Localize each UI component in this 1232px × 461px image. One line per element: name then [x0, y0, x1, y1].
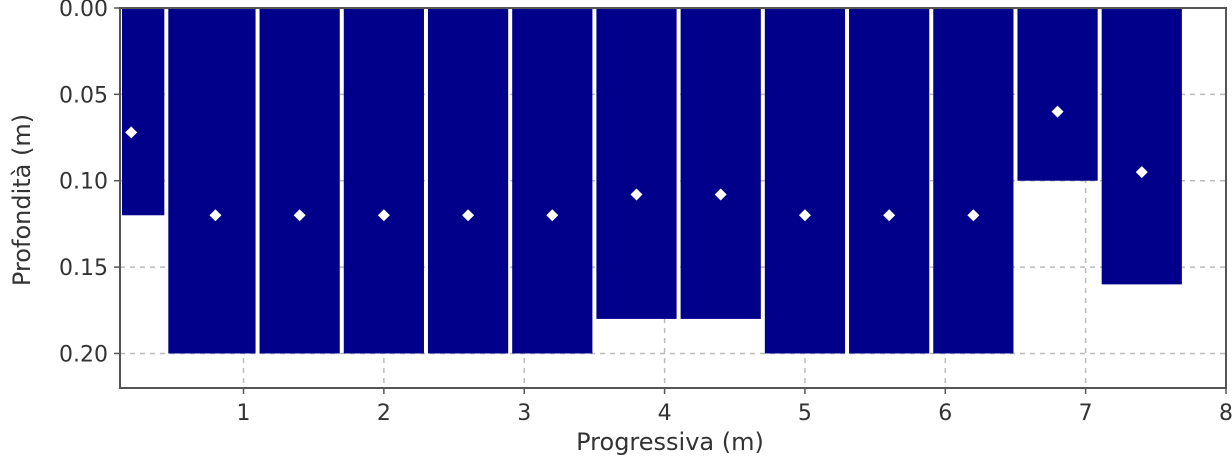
y-tick-label: 0.00 [59, 0, 108, 22]
bar-2 [168, 8, 256, 354]
x-tick-label: 2 [377, 401, 391, 426]
x-tick-label: 1 [237, 401, 251, 426]
x-tick-label: 5 [798, 401, 812, 426]
point-marker-2 [209, 209, 222, 222]
bar-12 [1017, 8, 1098, 181]
x-tick-label: 3 [517, 401, 531, 426]
bar-11 [933, 8, 1014, 354]
point-marker-1 [125, 126, 138, 139]
bar-13 [1101, 8, 1182, 285]
point-marker-11 [967, 209, 980, 222]
x-axis-label: Progressiva (m) [576, 428, 764, 456]
point-marker-3 [293, 209, 306, 222]
x-tick-label: 7 [1079, 401, 1093, 426]
point-marker-5 [462, 209, 475, 222]
bar-7 [596, 8, 677, 319]
bar-4 [343, 8, 424, 354]
bar-8 [680, 8, 761, 319]
point-marker-6 [546, 209, 559, 222]
point-marker-8 [714, 188, 727, 201]
x-tick-label: 6 [938, 401, 952, 426]
point-marker-7 [630, 188, 643, 201]
bar-10 [849, 8, 930, 354]
plot-frame [119, 7, 1227, 389]
y-tick-label: 0.20 [59, 342, 108, 367]
y-axis-ticks: 0.00 0.05 0.10 0.15 0.20 [59, 0, 120, 367]
x-tick-label: 4 [658, 401, 672, 426]
bar-6 [512, 8, 593, 354]
bar-1 [122, 8, 165, 216]
x-axis-ticks: 1 2 3 4 5 6 7 8 [237, 388, 1232, 426]
point-marker-10 [883, 209, 896, 222]
y-tick-label: 0.10 [59, 170, 108, 195]
points-group [125, 105, 1148, 222]
y-tick-label: 0.15 [59, 256, 108, 281]
bars-group [122, 8, 1182, 354]
x-tick-label: 8 [1219, 401, 1232, 426]
bar-9 [764, 8, 846, 354]
y-axis-label: Profondità (m) [8, 114, 36, 286]
point-marker-4 [377, 209, 390, 222]
point-marker-12 [1051, 105, 1064, 118]
y-tick-label: 0.05 [59, 83, 108, 108]
bar-5 [427, 8, 509, 354]
point-marker-9 [798, 209, 811, 222]
point-marker-13 [1135, 166, 1148, 179]
bar-3 [259, 8, 340, 354]
